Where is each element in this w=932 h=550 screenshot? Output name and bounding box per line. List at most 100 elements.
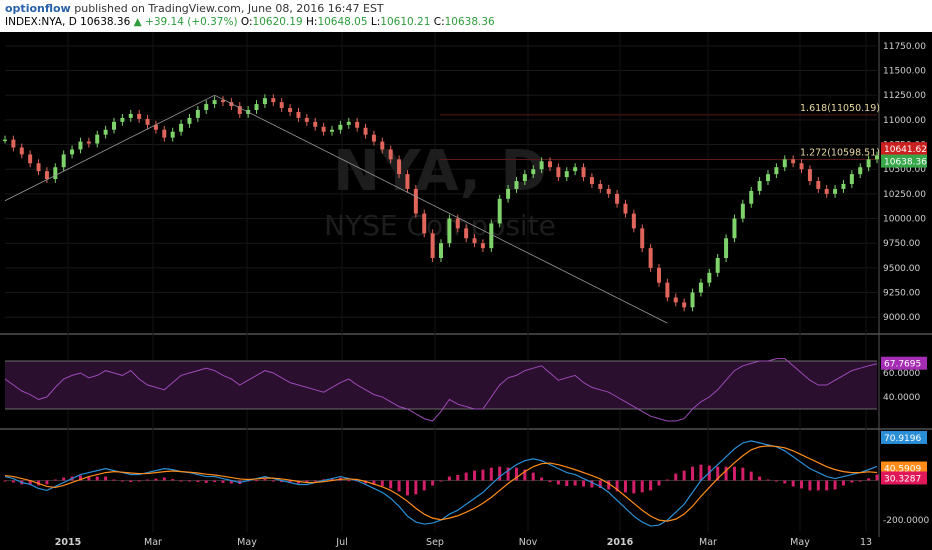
macd-histogram-bar xyxy=(791,480,795,487)
candle-body xyxy=(313,121,318,127)
candle-body xyxy=(422,213,427,234)
macd-histogram-bar xyxy=(498,466,502,481)
macd-histogram-bar xyxy=(11,480,15,483)
macd-histogram-bar xyxy=(255,480,259,482)
macd-signal-line xyxy=(4,445,878,522)
candle-body xyxy=(497,198,502,224)
candle-body xyxy=(833,188,838,194)
macd-histogram-bar xyxy=(875,474,879,481)
last-price-label-box xyxy=(881,154,927,168)
candle-body xyxy=(564,171,569,178)
candle-body xyxy=(858,167,863,175)
candle-body xyxy=(53,167,58,180)
last-price: 10638.36 xyxy=(80,16,131,28)
grid xyxy=(0,32,932,537)
candle-body xyxy=(355,121,360,128)
price-pane: 1.618(11050.19) 1.272(10598.51) xyxy=(3,94,880,324)
close-label: C: xyxy=(433,16,445,28)
macd-histogram-bar xyxy=(506,467,510,481)
macd-value-label: 30.3287 xyxy=(884,474,921,484)
chart-header: optionflow published on TradingView.com,… xyxy=(0,0,932,32)
price-tick-label: 9250.00 xyxy=(883,289,920,299)
chart-canvas[interactable]: NYA, D NYSE Composite 1.618(11050.19) 1.2… xyxy=(0,32,932,550)
candle-body xyxy=(397,159,402,175)
macd-value-label-box xyxy=(881,430,927,444)
macd-histogram-bar xyxy=(439,480,443,482)
candle-body xyxy=(86,141,91,144)
macd-histogram-bar xyxy=(800,480,804,489)
candle-body xyxy=(447,218,452,244)
candle-body xyxy=(44,171,49,180)
candle-body xyxy=(321,126,326,132)
macd-histogram-bar xyxy=(615,480,619,492)
price-change: ▲ +39.14 (+0.37%) xyxy=(133,16,238,28)
macd-histogram-bar xyxy=(263,478,267,481)
time-tick-label: 2015 xyxy=(55,537,81,548)
macd-histogram-bar xyxy=(179,480,183,482)
candle-body xyxy=(506,188,511,199)
time-tick-label: May xyxy=(790,537,810,548)
macd-histogram-bar xyxy=(280,480,284,483)
candle-body xyxy=(598,184,603,189)
ohlc-line: INDEX:NYA, D 10638.36 ▲ +39.14 (+0.37%) … xyxy=(5,16,495,28)
price-tick-label: 10000.00 xyxy=(883,215,926,225)
candle-body xyxy=(522,174,527,182)
candle-body xyxy=(153,124,158,130)
candle-body xyxy=(606,188,611,194)
macd-histogram-bar xyxy=(749,471,753,481)
macd-histogram-bar xyxy=(481,469,485,481)
candle-body xyxy=(631,213,636,229)
macd-histogram-bar xyxy=(129,480,133,483)
candle-body xyxy=(137,113,142,119)
macd-histogram-bar xyxy=(649,480,653,491)
macd-histogram-bar xyxy=(556,480,560,485)
macd-histogram-bar xyxy=(447,476,451,481)
macd-histogram-bar xyxy=(196,480,200,483)
macd-histogram-bar xyxy=(431,480,435,486)
macd-histogram-bar xyxy=(137,480,141,482)
macd-histogram-bar xyxy=(783,480,787,484)
rsi-tick-label: 40.0000 xyxy=(883,393,920,403)
macd-histogram-bar xyxy=(146,479,150,481)
macd-histogram-bar xyxy=(657,480,661,486)
macd-histogram-bar xyxy=(162,477,166,481)
candle-body xyxy=(740,203,745,219)
macd-histogram-bar xyxy=(540,477,544,481)
candle-body xyxy=(724,238,729,258)
author-link[interactable]: optionflow xyxy=(5,2,71,15)
candle-body xyxy=(489,223,494,249)
rsi-tick-label: 60.0000 xyxy=(883,369,920,379)
price-tick-label: 10250.00 xyxy=(883,190,926,200)
candle-body xyxy=(640,228,645,249)
candle-body xyxy=(531,169,536,175)
candle-body xyxy=(304,117,309,122)
rsi-line xyxy=(4,358,878,422)
macd-value-label: 40.5909 xyxy=(884,465,921,475)
candle-body xyxy=(330,129,334,132)
high-value: 10648.05 xyxy=(317,16,368,28)
macd-histogram-bar xyxy=(766,479,770,481)
macd-histogram-bar xyxy=(3,480,7,482)
candle-body xyxy=(757,181,762,191)
open-value: 10620.19 xyxy=(252,16,303,28)
candle-body xyxy=(665,282,670,298)
macd-histogram-bar xyxy=(347,480,351,482)
macd-histogram-bar xyxy=(187,480,191,482)
candle-body xyxy=(363,127,368,135)
candle-body xyxy=(824,188,829,194)
macd-histogram-bar xyxy=(573,480,577,486)
macd-histogram-bar xyxy=(397,480,401,492)
publish-line: optionflow published on TradingView.com,… xyxy=(5,2,384,15)
price-tick-label: 11000.00 xyxy=(883,116,926,126)
candle-body xyxy=(371,134,376,142)
candle-body xyxy=(673,297,678,303)
candle-body xyxy=(237,106,242,114)
high-label: H: xyxy=(306,16,318,28)
macd-histogram-bar xyxy=(104,476,108,481)
macd-histogram-bar xyxy=(565,480,569,487)
candle-body xyxy=(413,188,418,214)
candle-body xyxy=(480,243,485,249)
candle-body xyxy=(623,203,628,214)
candle-body xyxy=(715,258,720,273)
candle-body xyxy=(707,272,712,283)
